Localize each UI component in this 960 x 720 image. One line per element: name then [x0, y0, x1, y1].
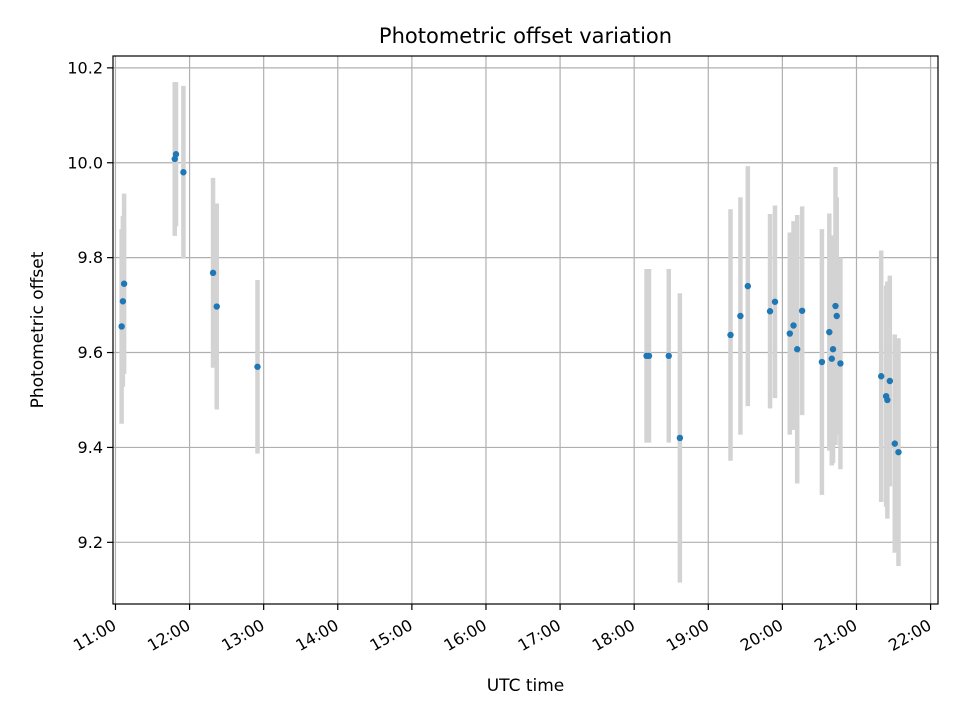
data-point [213, 303, 220, 310]
data-point [771, 298, 779, 305]
data-point [676, 434, 684, 442]
data-point [790, 322, 797, 329]
data-point [786, 330, 793, 337]
data-point [766, 308, 774, 315]
data-point [798, 307, 806, 314]
data-point [645, 352, 653, 360]
data-point [884, 396, 891, 404]
data-point [180, 169, 187, 176]
data-point [794, 346, 801, 353]
data-point [837, 360, 844, 367]
data-point [895, 448, 902, 456]
data-point [172, 151, 180, 158]
grid [113, 56, 938, 604]
data-point [118, 323, 125, 330]
data-point [828, 355, 835, 362]
chart-title: Photometric offset variation [379, 24, 672, 48]
data-point [818, 358, 826, 366]
x-axis-title: UTC time [487, 676, 565, 696]
data-point [737, 312, 744, 320]
data-point [829, 346, 837, 353]
y-tick-label: 9.4 [78, 438, 103, 457]
y-tick-label: 9.2 [78, 533, 103, 552]
data-point [833, 312, 840, 320]
data-point [744, 282, 752, 290]
data-point [727, 331, 734, 339]
data-point [209, 269, 217, 277]
data-point [826, 328, 833, 336]
data-point [877, 373, 885, 380]
y-tick-label: 10.2 [67, 58, 103, 77]
data-point [254, 363, 261, 370]
y-axis-title: Photometric offset [28, 251, 48, 408]
data-point [832, 302, 839, 310]
y-tick-label: 10.0 [67, 153, 103, 172]
y-tick-label: 9.6 [78, 343, 103, 362]
y-axis-ticks: 9.2 9.4 9.6 9.8 10.0 10.2 [67, 58, 113, 552]
y-tick-label: 9.8 [78, 248, 103, 267]
data-point [891, 440, 898, 447]
plot-frame [112, 55, 939, 605]
data-point [886, 377, 894, 385]
data-points [118, 151, 902, 456]
data-point [665, 352, 672, 360]
data-point [120, 280, 128, 287]
data-point [119, 298, 127, 305]
